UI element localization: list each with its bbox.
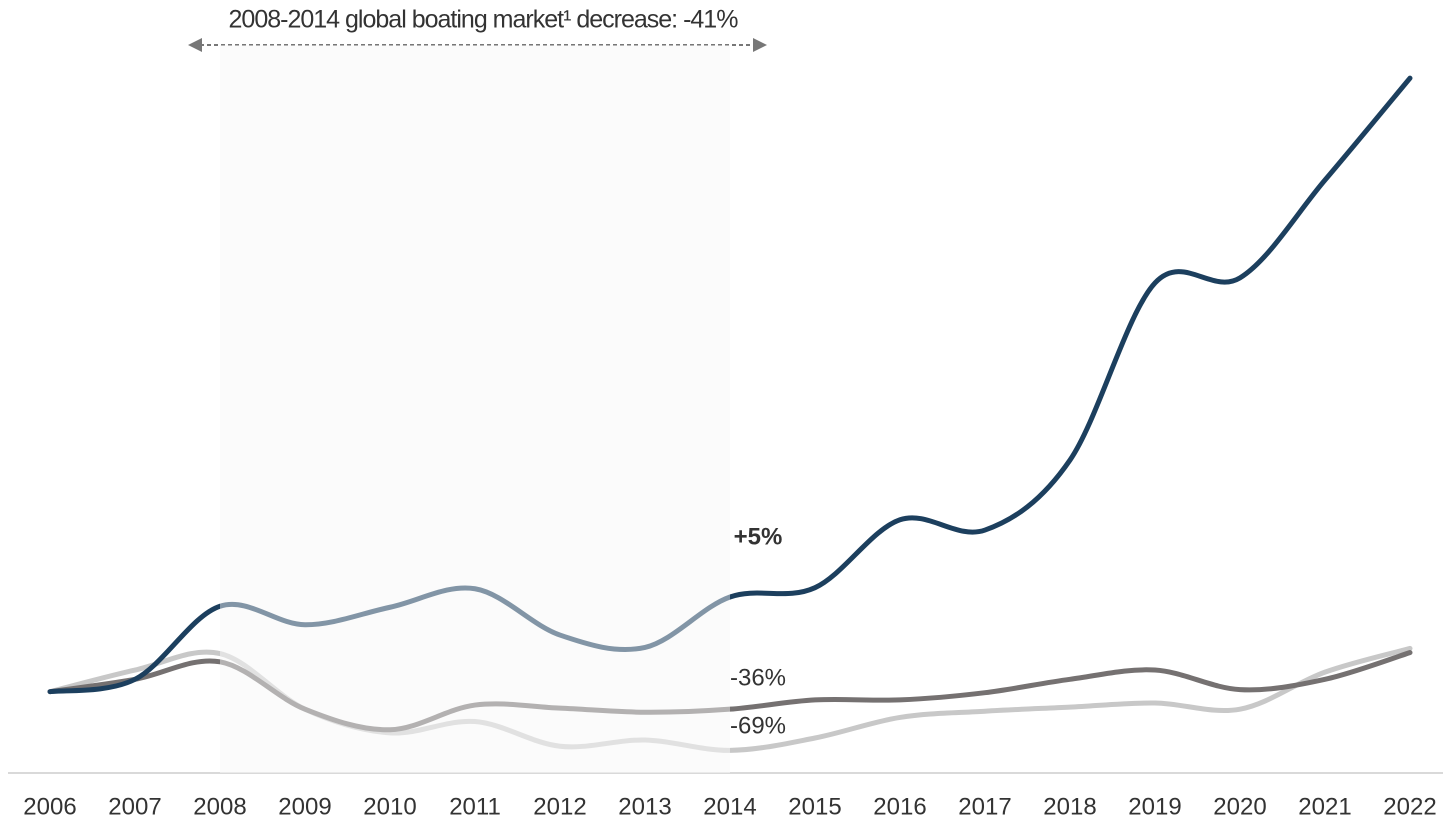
x-tick-label: 2021 (1298, 793, 1351, 820)
x-tick-label: 2020 (1213, 793, 1266, 820)
x-tick-label: 2016 (873, 793, 926, 820)
annotation: -69% (730, 712, 786, 739)
annotation: +5% (734, 523, 783, 550)
x-tick-label: 2017 (958, 793, 1011, 820)
period-fade (220, 45, 730, 773)
x-tick-label: 2014 (703, 793, 756, 820)
x-tick-label: 2013 (618, 793, 671, 820)
x-tick-label: 2006 (23, 793, 76, 820)
arrow-head (188, 38, 202, 52)
x-tick-label: 2008 (193, 793, 246, 820)
x-tick-label: 2015 (788, 793, 841, 820)
shaded-period (220, 45, 730, 773)
series-line (47, 75, 1413, 695)
x-tick-label: 2022 (1383, 793, 1436, 820)
series-line (47, 650, 1413, 733)
x-tick-label: 2007 (108, 793, 161, 820)
x-tick-label: 2019 (1128, 793, 1181, 820)
x-tick-label: 2011 (449, 793, 501, 820)
arrow-head (753, 38, 767, 52)
chart-title: 2008-2014 global boating market¹ decreas… (229, 6, 739, 34)
x-tick-label: 2012 (533, 793, 586, 820)
x-tick-label: 2010 (363, 793, 416, 820)
x-tick-label: 2009 (278, 793, 331, 820)
annotation: -36% (730, 664, 786, 691)
x-tick-label: 2018 (1043, 793, 1096, 820)
